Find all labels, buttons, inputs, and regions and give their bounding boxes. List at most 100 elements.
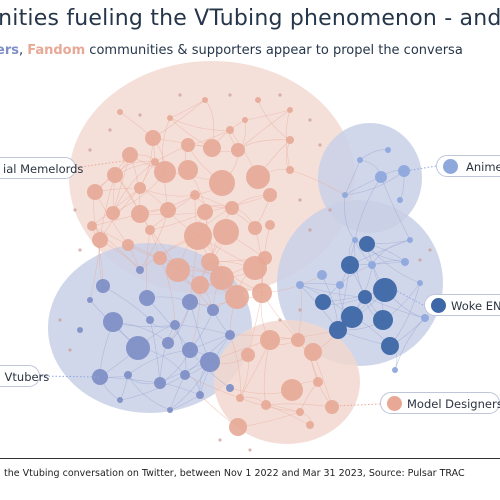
network-node [225, 201, 239, 215]
network-node [122, 147, 138, 163]
network-node [296, 408, 304, 416]
network-node [313, 377, 323, 387]
network-node-small [318, 143, 322, 147]
network-node-small [78, 248, 82, 252]
network-node [255, 97, 261, 103]
network-node [182, 294, 198, 310]
chart-subtitle: ers, Fandom communities & supporters app… [0, 42, 500, 62]
network-node [122, 239, 134, 251]
network-node [197, 204, 213, 220]
network-edge [354, 239, 411, 244]
network-node-small [428, 248, 432, 252]
label-memelords-text: ial Memelords [3, 162, 84, 176]
network-node [162, 337, 174, 349]
network-node [260, 330, 280, 350]
network-node [258, 251, 272, 265]
label-woke[interactable]: Woke ENV [424, 294, 500, 316]
label-model-designers[interactable]: Model Designers [380, 392, 500, 414]
network-edge [119, 374, 186, 401]
network-node [225, 330, 235, 340]
network-node [191, 276, 209, 294]
network-node [286, 136, 294, 144]
network-node-small [328, 208, 332, 212]
network-node-small [178, 93, 182, 97]
network-node-small [308, 118, 312, 122]
network-node [336, 281, 344, 289]
network-node-small [68, 348, 72, 352]
network-node [117, 109, 123, 115]
network-node [242, 117, 248, 123]
network-node [315, 294, 331, 310]
network-node [261, 400, 271, 410]
network-node [225, 285, 249, 309]
network-node [281, 379, 303, 401]
network-node [373, 278, 397, 302]
network-node [229, 418, 247, 436]
leader-lines [37, 159, 437, 407]
network-node [358, 290, 372, 304]
network-node [325, 400, 339, 414]
network-node [201, 253, 219, 271]
network-node-small [278, 93, 282, 97]
network-graph [37, 61, 443, 452]
network-node [103, 312, 123, 332]
network-edge [229, 334, 241, 399]
network-node [87, 184, 103, 200]
network-node [392, 367, 398, 373]
network-node [341, 256, 359, 274]
network-node [106, 206, 120, 220]
network-edge [344, 170, 405, 196]
network-node [153, 251, 167, 265]
network-node [196, 391, 204, 399]
chart-subtitle-text: ers, Fandom communities & supporters app… [0, 43, 463, 58]
network-node [190, 190, 200, 200]
network-node [236, 394, 244, 402]
network-node [375, 171, 387, 183]
network-node [352, 237, 358, 243]
network-node-small [228, 93, 232, 97]
label-memelords[interactable]: ial Memelords [0, 157, 83, 179]
network-node [226, 126, 234, 134]
network-node [263, 188, 277, 202]
network-node [139, 290, 155, 306]
network-node [357, 157, 363, 163]
network-node [287, 107, 293, 113]
label-vtubers-text: : Vtubers [0, 370, 50, 384]
network-node [77, 327, 83, 333]
network-node [117, 397, 123, 403]
network-node [203, 139, 221, 157]
model-dot-icon [387, 396, 402, 411]
subtitle-fandom-word: Fandom [27, 43, 86, 58]
network-node-small [73, 208, 77, 212]
chart-title: unities fueling the VTubing phenomenon -… [0, 2, 500, 36]
label-anime[interactable]: Anime T [436, 155, 500, 177]
network-node [213, 219, 239, 245]
network-edge [91, 225, 141, 271]
label-anime-text: Anime T [466, 160, 500, 174]
network-node [87, 221, 97, 231]
network-node [182, 342, 198, 358]
network-node [401, 258, 409, 266]
network-node [178, 160, 198, 180]
network-node-small [108, 128, 112, 132]
network-edge [237, 109, 291, 151]
network-node [180, 370, 190, 380]
network-node [421, 314, 429, 322]
network-node [96, 279, 110, 293]
network-node [359, 236, 375, 252]
label-woke-text: Woke ENV [451, 299, 500, 313]
network-edge [184, 374, 241, 399]
network-node [154, 377, 166, 389]
network-node-small [298, 198, 302, 202]
network-node [146, 316, 154, 324]
network-node [385, 147, 391, 153]
network-node [265, 220, 275, 230]
network-node [134, 182, 146, 194]
network-node [368, 261, 376, 269]
label-vtubers[interactable]: : Vtubers [0, 365, 49, 387]
network-node [226, 384, 234, 392]
woke-dot-icon [431, 298, 446, 313]
network-edge [285, 109, 291, 171]
network-node [397, 197, 403, 203]
network-edge [380, 176, 411, 241]
